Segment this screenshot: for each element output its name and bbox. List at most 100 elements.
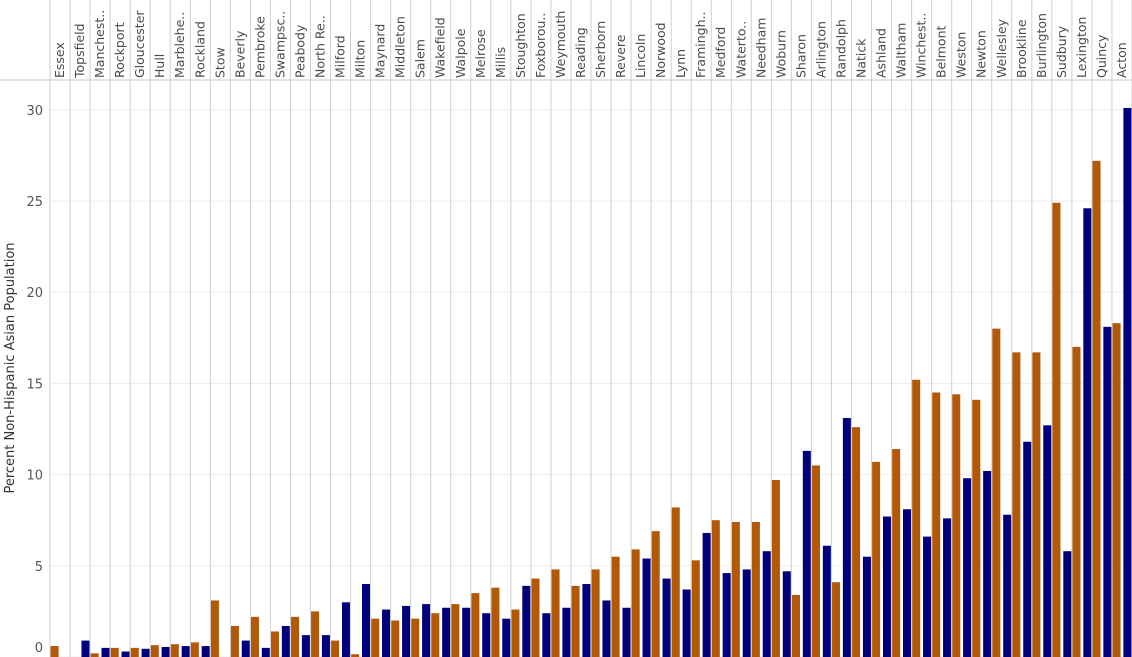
category-label: Gloucester [132, 10, 147, 78]
category-label: Needham [753, 18, 768, 78]
bar-navy [842, 418, 851, 657]
category-label: Brookline [1014, 19, 1029, 78]
bar-navy [261, 647, 270, 657]
bar-navy [1083, 208, 1092, 657]
category-label: Newton [974, 30, 989, 78]
bars [50, 107, 1132, 657]
bar-navy [983, 470, 992, 657]
bar-navy [662, 578, 671, 657]
bar-orange [832, 582, 841, 657]
bar-orange [451, 604, 460, 657]
bar-orange [271, 631, 280, 657]
category-label: Beverly [232, 30, 247, 78]
category-label: Acton [1114, 42, 1129, 78]
bar-navy [482, 613, 491, 657]
bar-orange [190, 642, 199, 657]
bar-orange [150, 645, 159, 657]
bar-orange [391, 620, 400, 657]
category-label: Weymouth [553, 11, 568, 78]
category-label: Sherborn [593, 21, 608, 78]
bar-navy [402, 605, 411, 657]
category-label: Natick [854, 38, 869, 78]
bar-orange [170, 644, 179, 657]
category-label: Lincoln [633, 34, 648, 78]
bar-navy [1123, 107, 1132, 657]
category-label: Melrose [473, 29, 488, 78]
bar-navy [522, 585, 531, 657]
category-label: Weston [954, 32, 969, 78]
bar-navy [963, 478, 972, 657]
bar-navy [602, 600, 611, 657]
y-tick-label: 5 [35, 560, 43, 575]
category-labels: Essex Topsfield Manchest.. Rockport Gloucest… [52, 10, 1129, 79]
category-label: Pembroke [252, 16, 267, 78]
bar-navy [181, 646, 190, 657]
bar-navy [822, 545, 831, 657]
bar-navy [943, 518, 952, 657]
category-label: Wakefield [433, 17, 448, 78]
category-label: Rockland [192, 21, 207, 78]
y-tick-label: 30 [26, 104, 43, 119]
category-separators [49, 0, 1132, 657]
category-label: Revere [613, 34, 628, 78]
y-tick-label: 25 [26, 195, 43, 210]
bar-navy [1003, 514, 1012, 657]
y-axis-title: Percent Non-Hispanic Asian Population [3, 242, 18, 493]
bar-navy [722, 573, 731, 657]
y-tick-label: 10 [26, 469, 43, 484]
bar-navy [341, 602, 350, 657]
category-label: Essex [52, 42, 67, 78]
bar-orange [691, 560, 700, 657]
bar-orange [351, 654, 360, 657]
bar-navy [862, 556, 871, 657]
bar-orange [852, 427, 861, 657]
bar-orange [771, 480, 780, 657]
bar-navy [642, 558, 651, 657]
bar-navy [902, 509, 911, 657]
category-label: Salem [413, 39, 428, 78]
category-label: Wellesley [994, 18, 1009, 78]
category-label: Waterto.. [733, 21, 748, 78]
bar-navy [542, 613, 551, 657]
bar-navy [81, 640, 90, 657]
bar-orange [591, 569, 600, 657]
bar-navy [141, 648, 150, 657]
bar-navy [161, 646, 170, 657]
bar-orange [511, 609, 520, 657]
bar-orange [631, 549, 640, 657]
y-axis-ticks: 0 5 10 15 20 25 30 [26, 104, 43, 656]
bar-navy [682, 589, 691, 657]
bar-orange [711, 520, 720, 657]
y-tick-label: 20 [26, 286, 43, 301]
bar-orange [872, 461, 881, 657]
bar-orange [992, 328, 1001, 657]
bar-navy [321, 635, 330, 657]
y-tick-label: 0 [35, 641, 43, 656]
bar-navy [442, 607, 451, 657]
bar-orange [471, 593, 480, 657]
bar-orange [611, 556, 620, 657]
bar-orange [1072, 346, 1081, 657]
bar-orange [1012, 352, 1021, 657]
bar-orange [1092, 160, 1101, 657]
category-label: Hull [152, 54, 167, 78]
bar-orange [791, 594, 800, 657]
bar-navy [582, 584, 591, 657]
bar-navy [301, 635, 310, 657]
bar-navy [742, 569, 751, 657]
category-label: Rockport [112, 22, 127, 78]
bar-orange [551, 569, 560, 657]
bar-orange [371, 618, 380, 657]
bar-orange [1032, 352, 1041, 657]
category-label: Marblehe.. [172, 12, 187, 78]
bar-navy [562, 607, 571, 657]
bar-orange [751, 522, 760, 657]
bar-navy [923, 536, 932, 657]
bar-navy [241, 640, 250, 657]
bar-navy [882, 516, 891, 657]
bar-navy [201, 646, 210, 657]
bar-orange [250, 616, 259, 657]
bar-orange [1112, 323, 1121, 657]
bar-orange [671, 507, 680, 657]
